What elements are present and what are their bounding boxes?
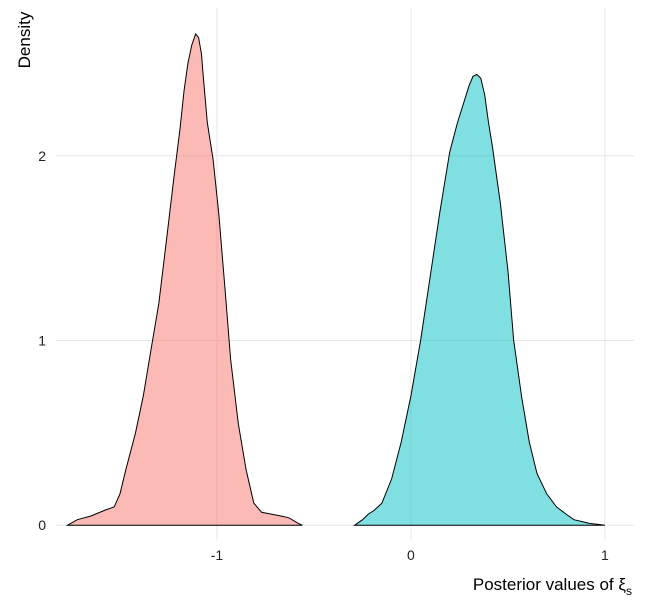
y-tick-label-0: 0 xyxy=(38,517,46,533)
density-area-0 xyxy=(65,32,303,526)
x-axis-title-subscript: s xyxy=(626,584,632,598)
density-area-1 xyxy=(353,73,605,526)
x-tick-label-1: 0 xyxy=(407,547,415,563)
x-tick-label-2: 1 xyxy=(601,547,609,563)
y-axis-title: Density xyxy=(15,11,34,68)
x-tick-label-0: -1 xyxy=(211,547,224,563)
y-tick-label-1: 1 xyxy=(38,333,46,349)
y-axis-ticks: 0 1 2 xyxy=(38,148,46,533)
y-tick-label-2: 2 xyxy=(38,148,46,164)
x-axis-title: Posterior values of ξs xyxy=(473,575,632,598)
x-axis-title-symbol: ξ xyxy=(618,575,626,594)
x-axis-title-text: Posterior values of xyxy=(473,575,619,594)
x-axis-ticks: -1 0 1 xyxy=(211,547,609,563)
density-areas xyxy=(65,32,605,526)
